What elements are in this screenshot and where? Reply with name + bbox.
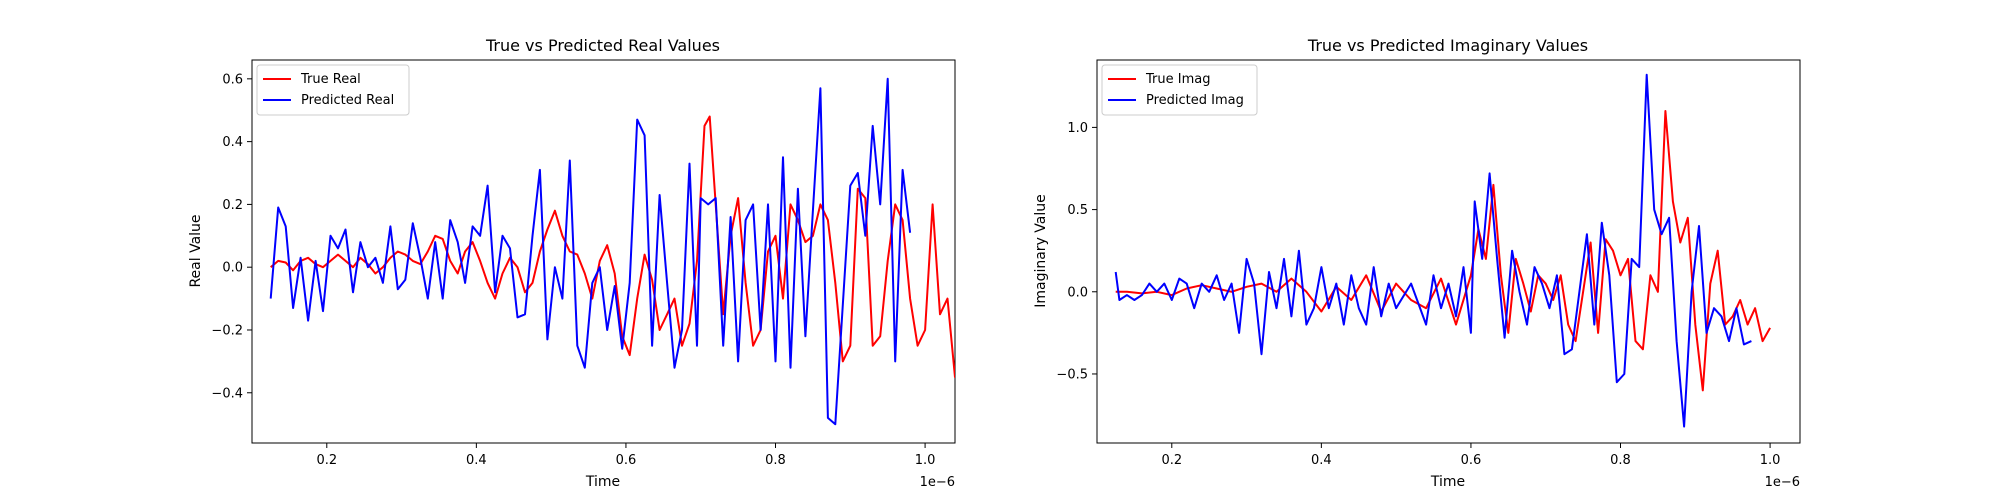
chart-imag-xtick-label: 0.4 xyxy=(1311,453,1332,468)
chart-imag-xtick-label: 0.8 xyxy=(1610,453,1631,468)
chart-real-legend-label-predicted: Predicted Real xyxy=(301,93,394,108)
chart-imag-xtick-label: 0.6 xyxy=(1461,453,1482,468)
chart-imag-legend-label-predicted: Predicted Imag xyxy=(1146,93,1244,108)
chart-real-title: True vs Predicted Real Values xyxy=(485,36,720,55)
chart-real-ytick-label: 0.4 xyxy=(222,135,243,150)
chart-real-legend: True Real Predicted Real xyxy=(256,64,410,116)
chart-imag-legend: True Imag Predicted Imag xyxy=(1101,64,1258,116)
chart-real-xlabel: Time xyxy=(585,474,620,490)
chart-real-xtick-label: 0.8 xyxy=(765,453,786,468)
chart-real-ytick-label: −0.4 xyxy=(211,386,243,401)
chart-imag-x-offset-label: 1e−6 xyxy=(1765,475,1800,490)
chart-real-xtick-label: 0.4 xyxy=(466,453,487,468)
chart-imag-ytick-label: 1.0 xyxy=(1067,121,1088,136)
chart-real-lines xyxy=(269,77,955,426)
chart-real-legend-box xyxy=(256,64,410,116)
chart-imag-title: True vs Predicted Imaginary Values xyxy=(1307,36,1588,55)
chart-imag-y-ticks: −0.5 0.0 0.5 1.0 xyxy=(1056,121,1097,382)
chart-imag-ytick-label: 0.0 xyxy=(1067,285,1088,300)
chart-real-series-true xyxy=(270,115,955,379)
chart-real-y-ticks: −0.4 −0.2 0.0 0.2 0.4 0.6 xyxy=(211,72,252,401)
chart-imag-lines xyxy=(1114,73,1771,428)
chart-real-plot-frame xyxy=(251,59,956,444)
chart-real-x-offset-label: 1e−6 xyxy=(920,475,955,490)
chart-real-series-predicted xyxy=(269,77,912,426)
chart-imag-ytick-label: 0.5 xyxy=(1067,203,1088,218)
chart-imag-legend-label-true: True Imag xyxy=(1145,72,1210,87)
chart-imag-plot-frame xyxy=(1096,59,1801,444)
chart-real-xtick-label: 0.6 xyxy=(616,453,637,468)
chart-imag: True vs Predicted Imaginary Values −0.5 0… xyxy=(1033,36,1801,490)
chart-imag-xlabel: Time xyxy=(1430,474,1465,490)
chart-real-x-ticks: 0.2 0.4 0.6 0.8 1.0 xyxy=(316,443,935,468)
chart-real-ytick-label: 0.6 xyxy=(222,72,243,87)
chart-real-legend-label-true: True Real xyxy=(300,72,361,87)
chart-real-ylabel: Real Value xyxy=(188,214,204,287)
chart-imag-x-ticks: 0.2 0.4 0.6 0.8 1.0 xyxy=(1161,443,1780,468)
chart-imag-legend-box xyxy=(1101,64,1258,116)
chart-real-xtick-label: 1.0 xyxy=(915,453,936,468)
chart-imag-ylabel: Imaginary Value xyxy=(1033,194,1049,308)
chart-real: True vs Predicted Real Values −0.4 −0.2 0.… xyxy=(188,36,956,490)
chart-real-xtick-label: 0.2 xyxy=(316,453,337,468)
chart-imag-ytick-label: −0.5 xyxy=(1056,367,1088,382)
chart-real-ytick-label: 0.0 xyxy=(222,261,243,276)
chart-imag-xtick-label: 1.0 xyxy=(1760,453,1781,468)
chart-real-ytick-label: −0.2 xyxy=(211,323,243,338)
chart-imag-series-predicted xyxy=(1114,73,1752,428)
chart-imag-xtick-label: 0.2 xyxy=(1161,453,1182,468)
chart-real-ytick-label: 0.2 xyxy=(222,198,243,213)
chart-imag-series-true xyxy=(1115,110,1771,392)
